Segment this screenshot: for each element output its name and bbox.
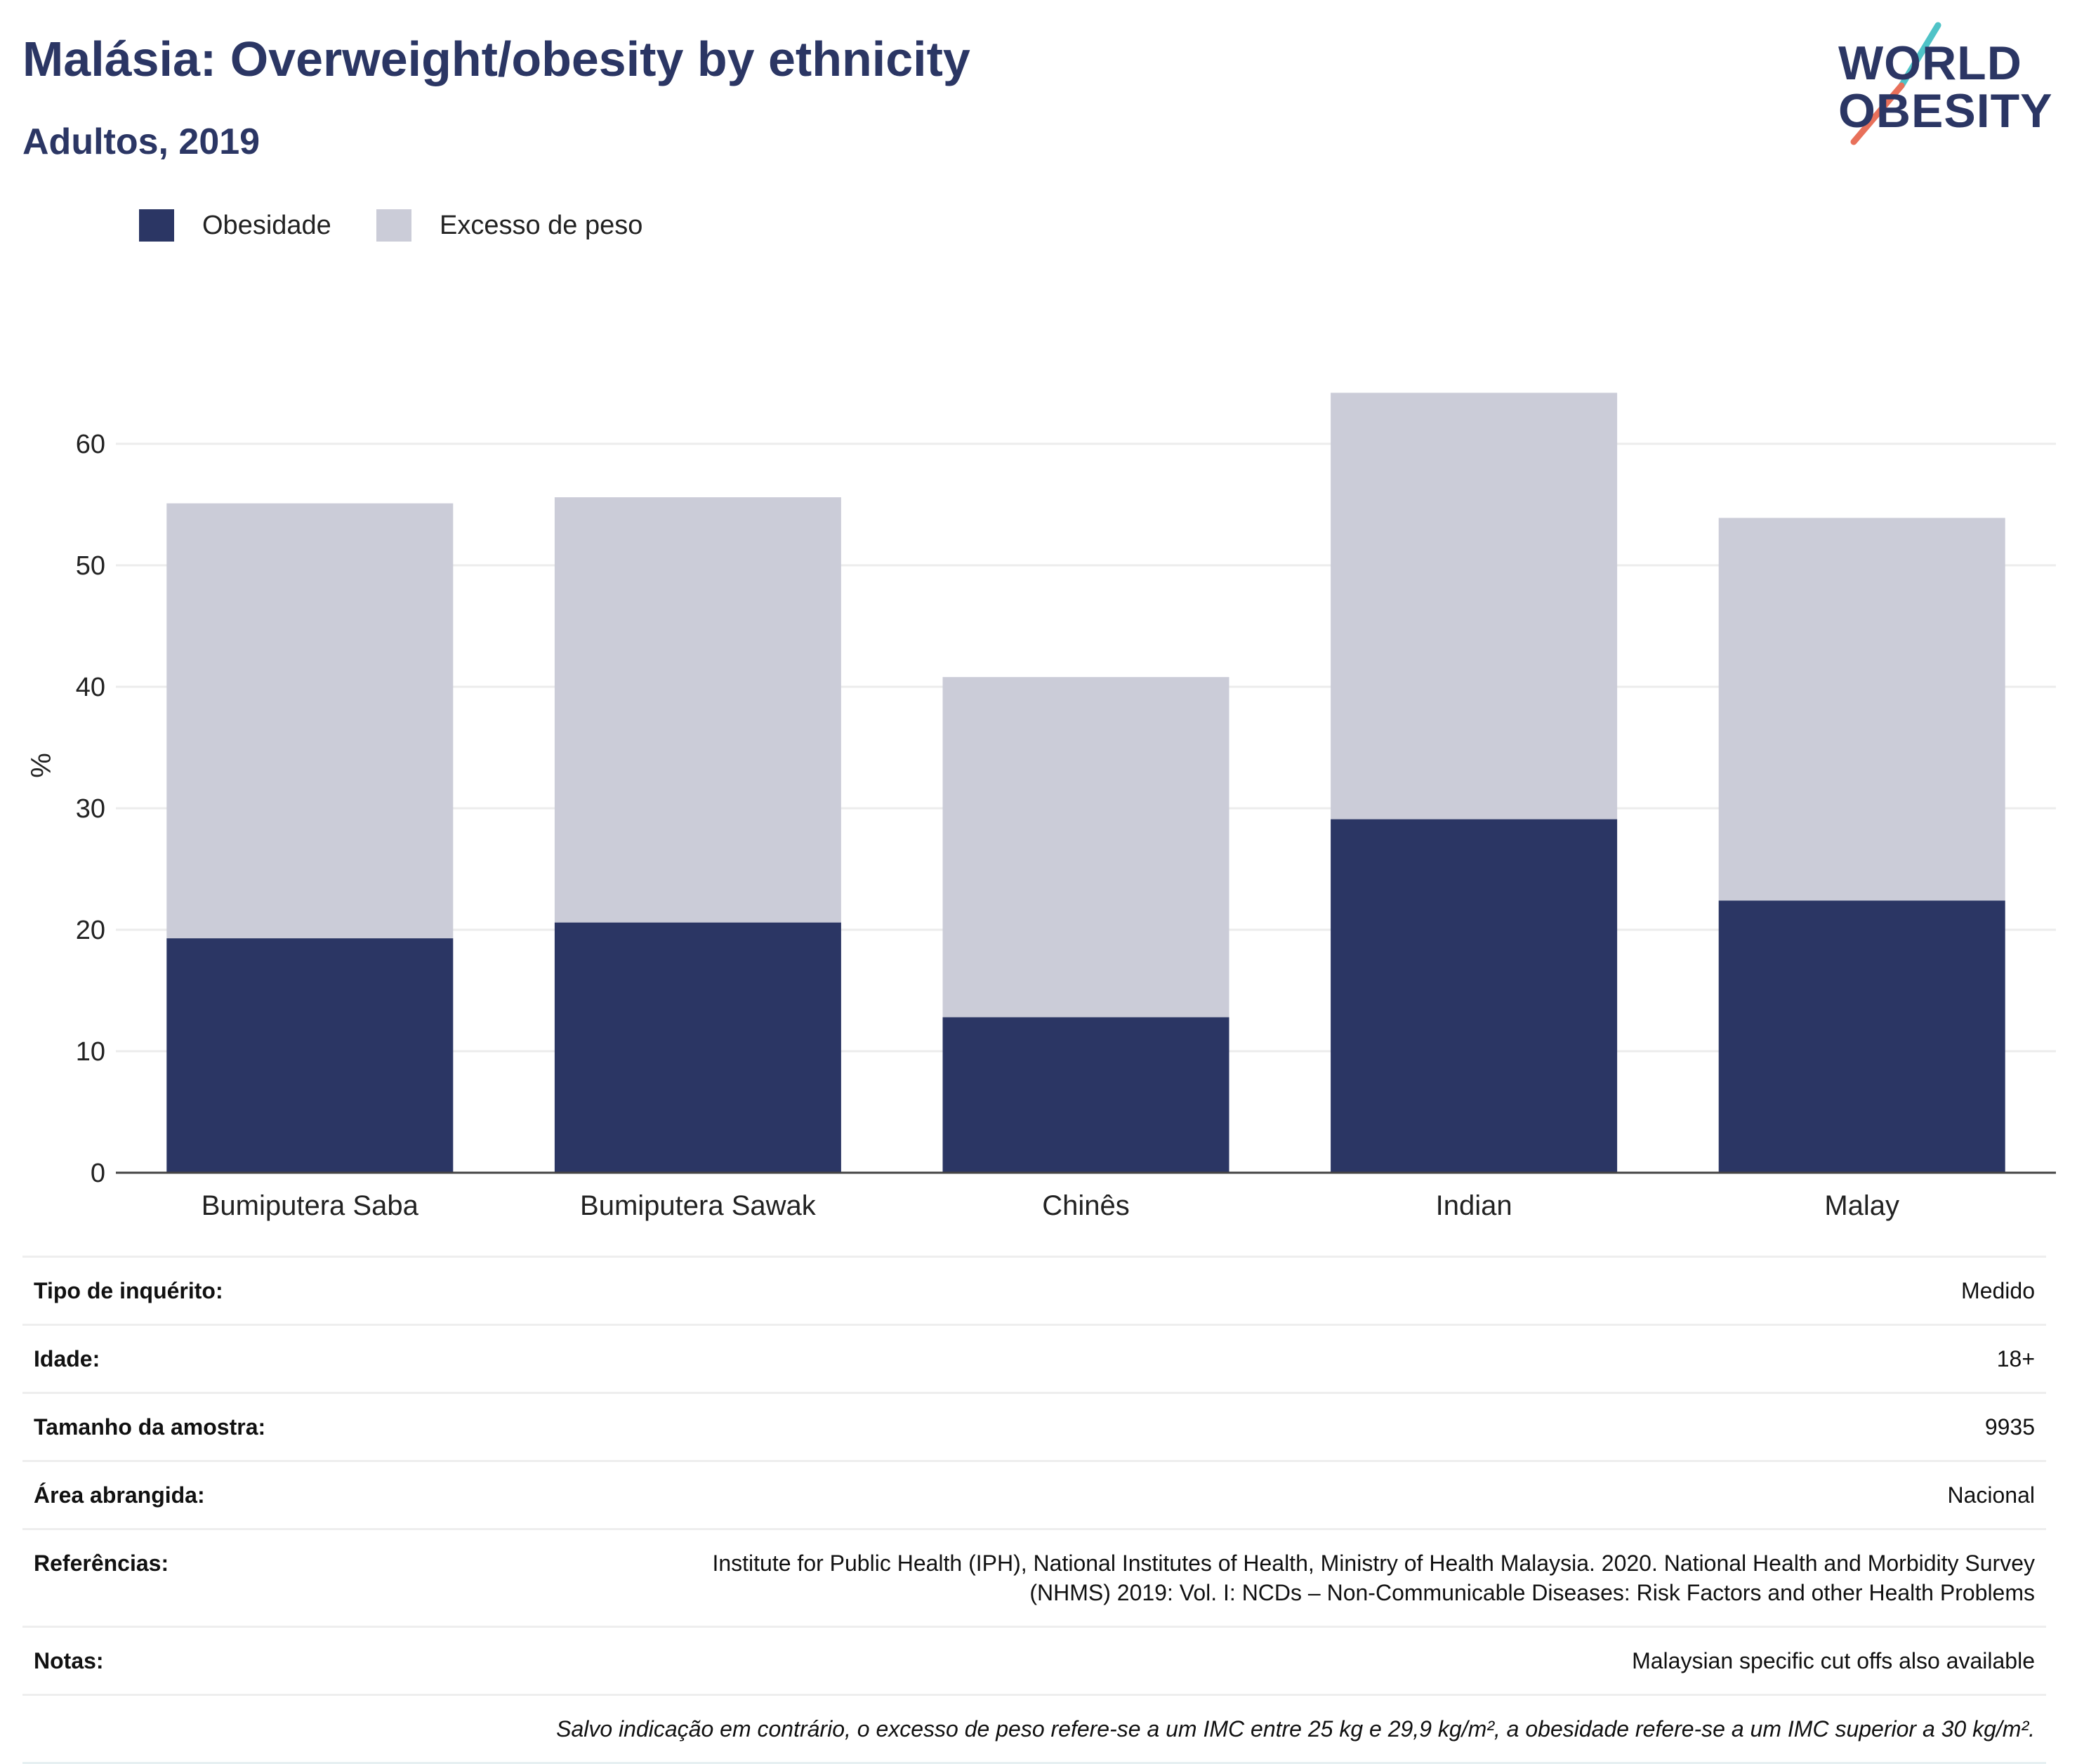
bar-overweight bbox=[554, 497, 841, 923]
logo-word-obesity: OBESITY bbox=[1838, 84, 2053, 138]
y-tick-label: 60 bbox=[76, 430, 105, 459]
chart-title: Malásia: Overweight/obesity by ethnicity bbox=[22, 32, 970, 86]
legend-label-overweight: Excesso de peso bbox=[440, 211, 643, 240]
info-label: Referências: bbox=[34, 1551, 169, 1576]
logo-word-world: WORLD bbox=[1838, 37, 2022, 90]
x-tick-label: Indian bbox=[1436, 1190, 1512, 1221]
info-table: Tipo de inquérito: Medido Idade: 18+ Tam… bbox=[22, 1256, 2046, 1764]
info-row-sample-size: Tamanho da amostra: 9935 bbox=[22, 1392, 2046, 1460]
reference-line-2: (NHMS) 2019: Vol. I: NCDs – Non-Communic… bbox=[1029, 1580, 2035, 1605]
y-tick-label: 20 bbox=[76, 916, 105, 945]
y-tick-label: 40 bbox=[76, 673, 105, 702]
y-axis-label: % bbox=[26, 753, 57, 778]
bar-overweight bbox=[1718, 518, 2005, 901]
world-obesity-logo: WORLD OBESITY bbox=[1833, 21, 2064, 147]
x-tick-label: Bumiputera Sawak bbox=[580, 1190, 817, 1221]
legend-swatch-obesity bbox=[139, 209, 174, 242]
y-tick-label: 50 bbox=[76, 551, 105, 581]
info-label: Tipo de inquérito: bbox=[34, 1278, 223, 1303]
bar-obesity bbox=[166, 938, 454, 1173]
info-label: Área abrangida: bbox=[34, 1482, 205, 1508]
logo-slash-icon bbox=[1850, 22, 1941, 145]
bar-obesity bbox=[1718, 900, 2005, 1173]
x-tick-label: Chinês bbox=[1042, 1190, 1130, 1221]
bmi-footnote: Salvo indicação em contrário, o excesso … bbox=[22, 1694, 2046, 1764]
bar-obesity bbox=[554, 922, 841, 1173]
bar-obesity bbox=[1331, 819, 1618, 1173]
info-value: 9935 bbox=[1984, 1414, 2035, 1440]
info-row-age: Idade: 18+ bbox=[22, 1324, 2046, 1392]
y-tick-label: 10 bbox=[76, 1037, 105, 1067]
bar-chart: 0 10 20 30 40 50 60% Bumiputera Saba Bumiputera … bbox=[26, 393, 2056, 1221]
chart-subtitle: Adultos, 2019 bbox=[22, 121, 261, 162]
x-tick-label: Bumiputera Saba bbox=[202, 1190, 419, 1221]
bar-overweight bbox=[942, 677, 1229, 1018]
info-value: Malaysian specific cut offs also availab… bbox=[1632, 1648, 2035, 1673]
info-value: Institute for Public Health (IPH), Natio… bbox=[34, 1548, 2035, 1607]
legend-swatch-overweight bbox=[376, 209, 411, 242]
y-tick-label: 30 bbox=[76, 794, 105, 824]
y-tick-label: 0 bbox=[91, 1159, 105, 1188]
info-label: Idade: bbox=[34, 1346, 100, 1371]
info-label: Notas: bbox=[34, 1648, 104, 1673]
x-tick-label: Malay bbox=[1824, 1190, 1899, 1221]
reference-line-1: Institute for Public Health (IPH), Natio… bbox=[712, 1551, 2035, 1576]
info-row-notes: Notas: Malaysian specific cut offs also … bbox=[22, 1626, 2046, 1694]
info-row-area: Área abrangida: Nacional bbox=[22, 1460, 2046, 1528]
bar-overweight bbox=[166, 503, 454, 939]
info-row-references: Referências: Institute for Public Health… bbox=[22, 1528, 2046, 1626]
legend-label-obesity: Obesidade bbox=[202, 211, 331, 240]
info-value: Medido bbox=[1961, 1278, 2035, 1303]
info-value: Nacional bbox=[1947, 1482, 2035, 1508]
bar-obesity bbox=[942, 1017, 1229, 1173]
info-label: Tamanho da amostra: bbox=[34, 1414, 266, 1440]
info-row-survey-type: Tipo de inquérito: Medido bbox=[22, 1256, 2046, 1324]
bar-overweight bbox=[1331, 393, 1618, 820]
info-value: 18+ bbox=[1996, 1346, 2035, 1371]
